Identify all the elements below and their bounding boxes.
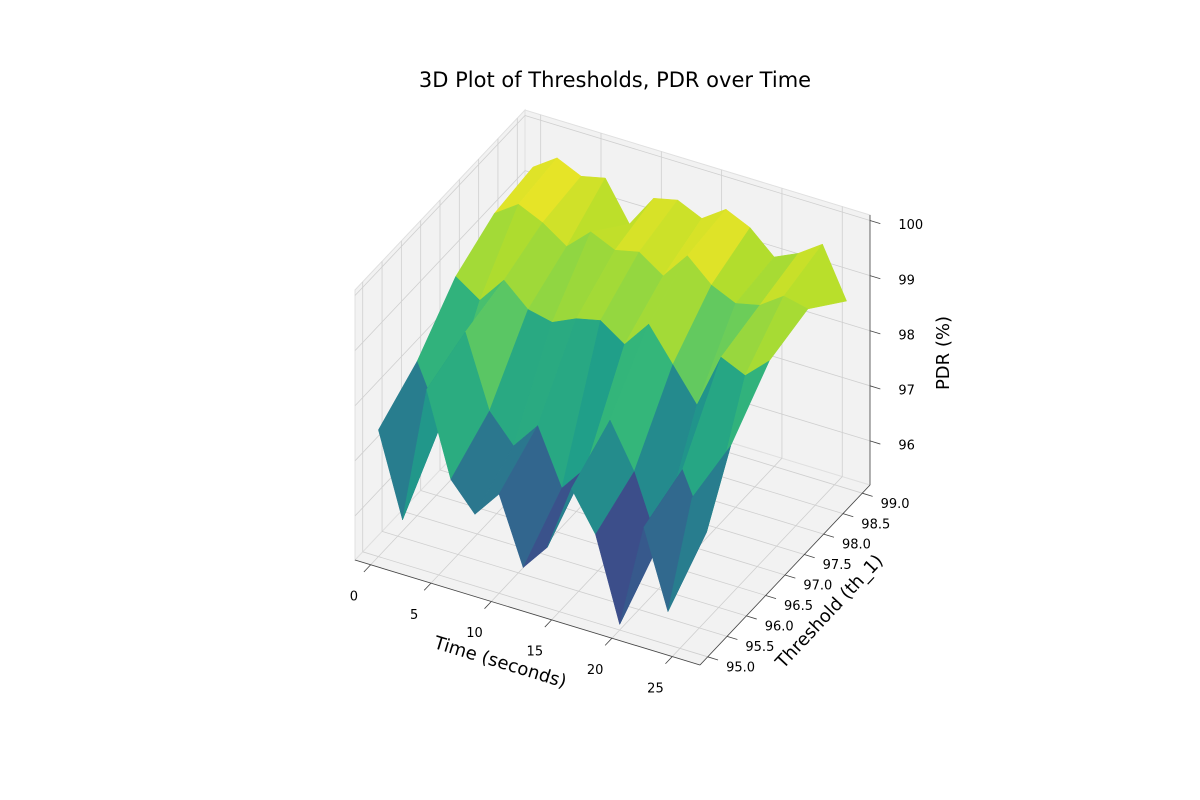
x-tick-label: 20 bbox=[587, 663, 604, 678]
tick-mark bbox=[726, 635, 738, 640]
tick-mark bbox=[869, 275, 881, 280]
z-tick-label: 100 bbox=[898, 218, 923, 233]
y-tick-label: 95.5 bbox=[745, 640, 774, 655]
z-tick-label: 99 bbox=[898, 273, 915, 288]
tick-mark bbox=[784, 574, 796, 579]
y-tick-label: 96.5 bbox=[784, 599, 813, 614]
tick-mark bbox=[544, 619, 552, 628]
tick-mark bbox=[765, 595, 777, 599]
grid-line bbox=[354, 170, 526, 351]
y-tick-label: 97.0 bbox=[803, 579, 832, 594]
z-tick-label: 97 bbox=[898, 383, 915, 398]
tick-mark bbox=[869, 440, 881, 445]
y-tick-label: 98.5 bbox=[861, 517, 890, 532]
tick-mark bbox=[869, 330, 881, 335]
grid-line bbox=[354, 115, 526, 296]
z-tick-label: 98 bbox=[898, 328, 915, 343]
y-tick-label: 98.0 bbox=[842, 538, 871, 553]
z-tick-label: 96 bbox=[898, 439, 915, 454]
x-axis-label: Time (seconds) bbox=[430, 632, 568, 693]
z-axis-label: PDR (%) bbox=[933, 316, 954, 390]
x-tick-label: 25 bbox=[647, 681, 664, 696]
surface-patch bbox=[667, 445, 731, 612]
tick-mark bbox=[823, 533, 835, 538]
tick-mark bbox=[484, 601, 492, 609]
axis-line bbox=[699, 484, 871, 666]
tick-mark bbox=[842, 513, 854, 518]
y-tick-label: 95.0 bbox=[726, 660, 755, 675]
x-tick-label: 5 bbox=[410, 608, 418, 623]
x-tick-label: 10 bbox=[466, 626, 483, 641]
grid-line bbox=[401, 510, 747, 617]
axis-line bbox=[354, 559, 701, 666]
tick-mark bbox=[862, 492, 873, 497]
grid-line bbox=[524, 115, 871, 221]
y-tick-label: 99.0 bbox=[881, 497, 910, 512]
x-tick-label: 0 bbox=[350, 589, 358, 604]
chart-title: 3D Plot of Thresholds, PDR over Time bbox=[419, 68, 811, 92]
tick-mark bbox=[665, 656, 673, 665]
grid-line bbox=[381, 530, 728, 637]
tick-mark bbox=[363, 564, 371, 573]
x-tick-label: 15 bbox=[527, 645, 544, 660]
y-tick-label: 97.5 bbox=[823, 558, 852, 573]
tick-mark bbox=[804, 554, 815, 559]
tick-mark bbox=[423, 582, 432, 591]
grid-line bbox=[362, 551, 708, 658]
tick-mark bbox=[869, 385, 881, 390]
tick-mark bbox=[746, 615, 757, 620]
tick-mark bbox=[707, 656, 719, 661]
tick-mark bbox=[869, 220, 881, 225]
y-tick-label: 96.0 bbox=[765, 620, 794, 635]
tick-mark bbox=[604, 637, 613, 646]
